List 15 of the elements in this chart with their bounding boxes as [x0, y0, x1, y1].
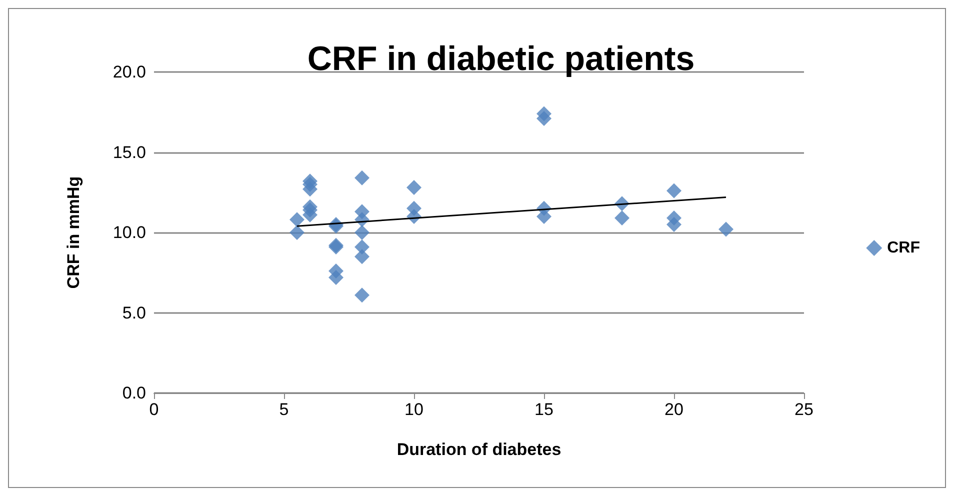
y-tick-label: 0.0: [122, 384, 146, 402]
x-tick-label: 10: [404, 400, 424, 419]
y-tick-label: 10.0: [112, 223, 146, 242]
y-tick-label: 20.0: [112, 62, 146, 82]
x-tick-label: 25: [794, 400, 814, 419]
x-tick-label: 20: [664, 400, 684, 419]
x-tick-label: 0: [149, 400, 159, 419]
y-tick-label: 5.0: [122, 303, 146, 322]
x-tick-label: 5: [279, 400, 289, 419]
x-tick-label: 15: [534, 400, 554, 419]
y-tick-label: 15.0: [112, 142, 146, 162]
chart-title: CRF in diabetic patients: [307, 40, 695, 78]
y-axis-title: CRF in mmHg: [64, 176, 83, 289]
legend-label: CRF: [887, 240, 920, 256]
x-axis-title: Duration of diabetes: [396, 440, 562, 459]
